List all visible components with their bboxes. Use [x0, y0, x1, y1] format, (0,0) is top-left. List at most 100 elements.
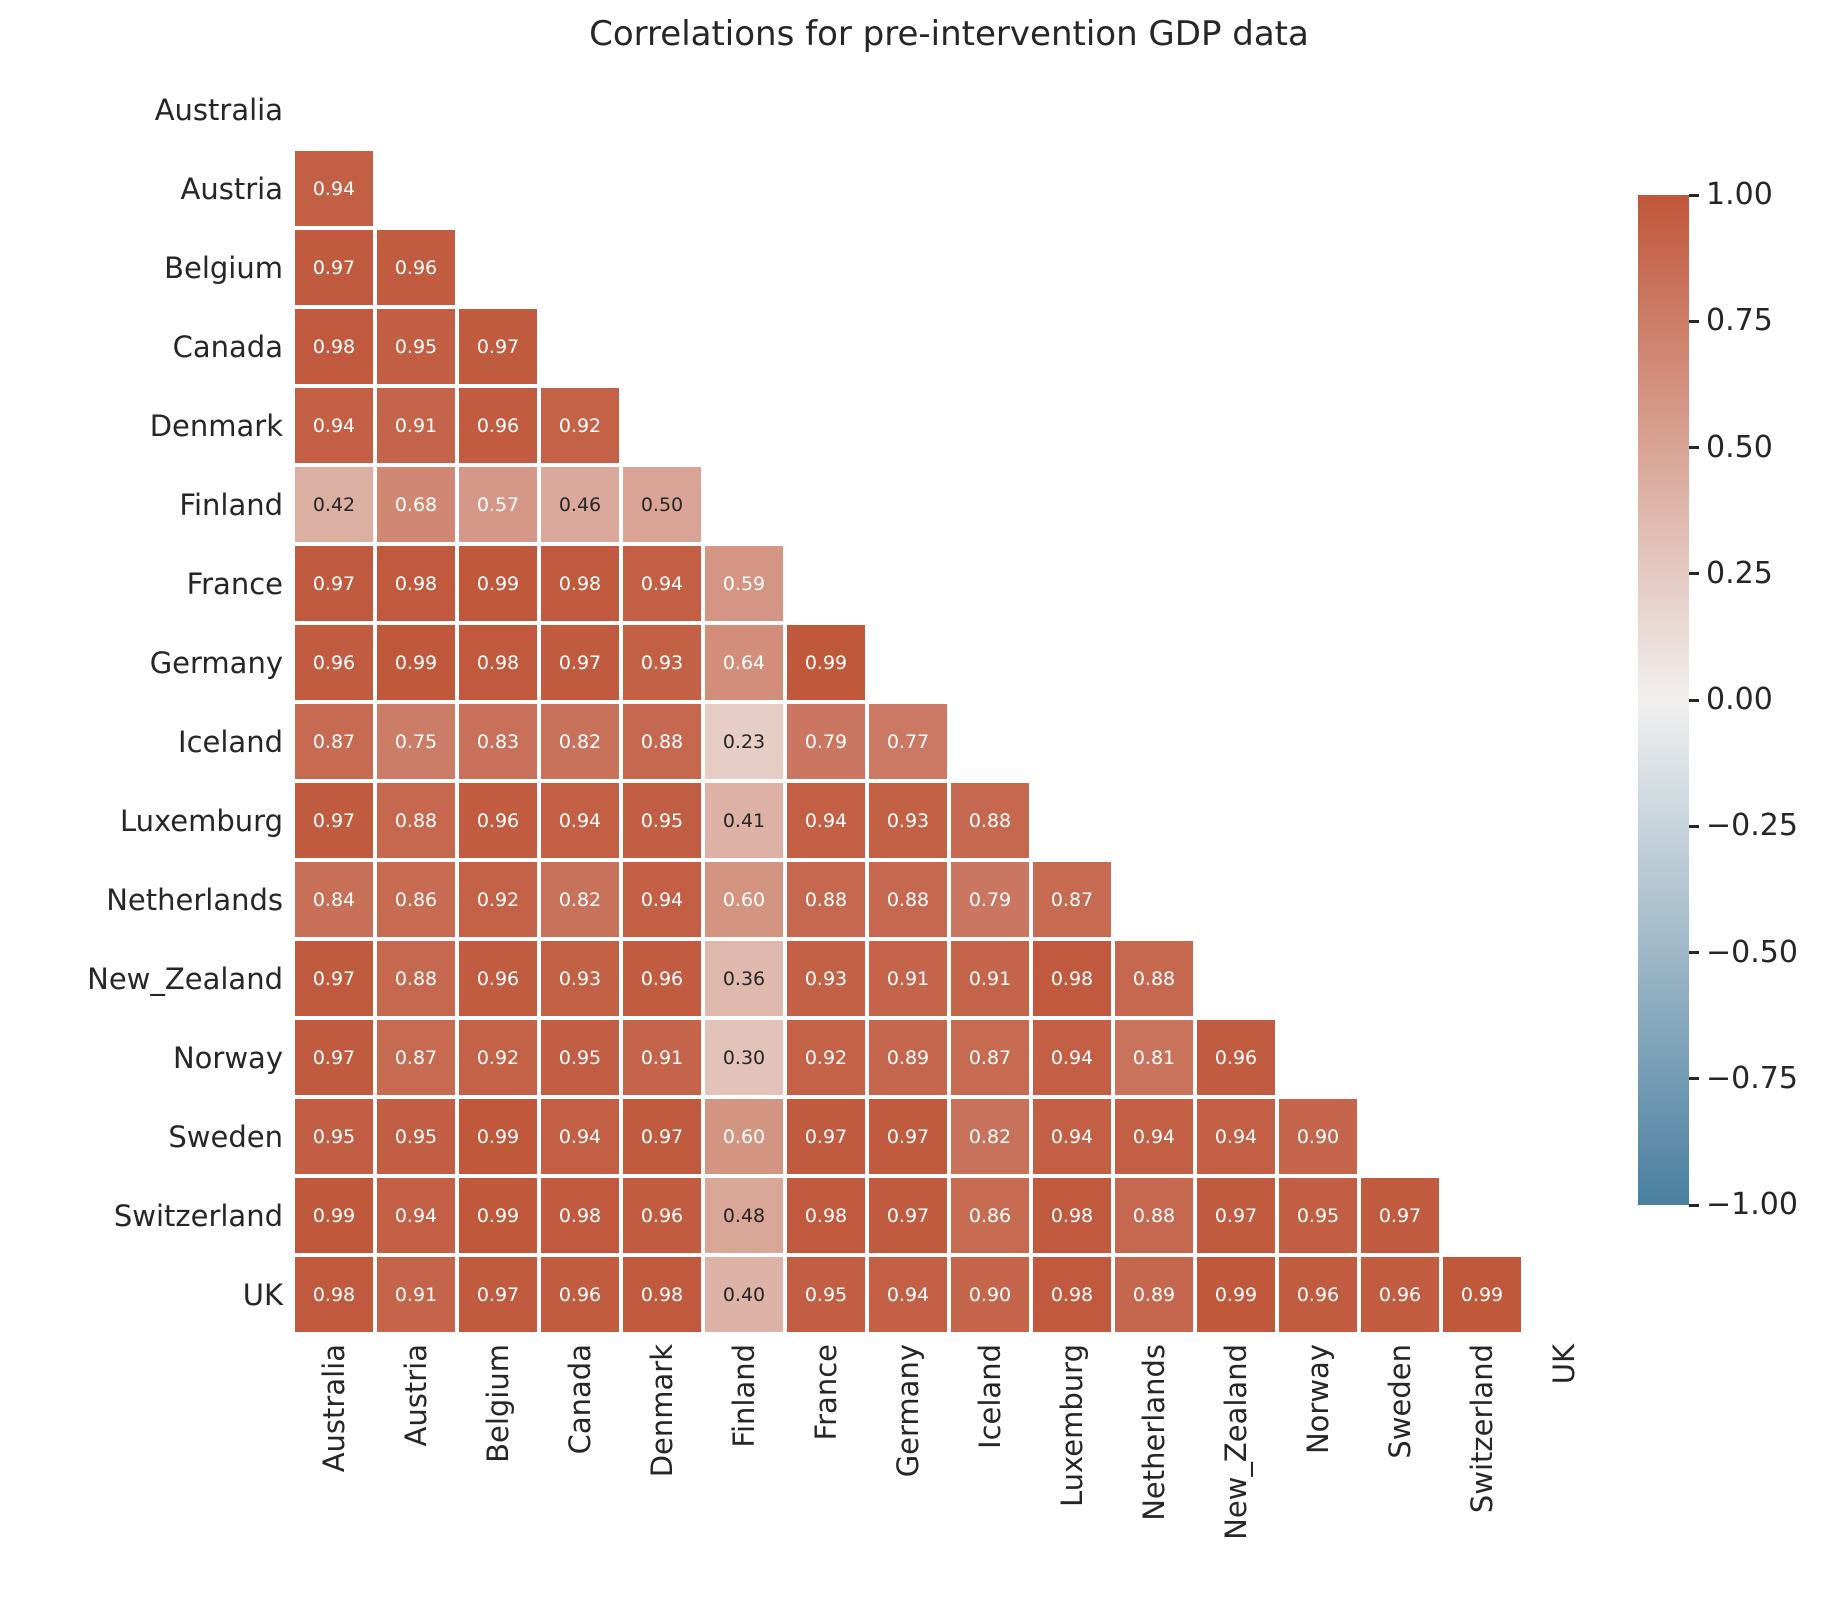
heatmap-cell-France-Belgium: 0.99 [457, 544, 539, 623]
x-tick-label-France: France [809, 1344, 843, 1441]
colorbar-gradient [1638, 195, 1689, 1205]
heatmap-cell-Sweden-Denmark: 0.97 [621, 1097, 703, 1176]
x-tick-label-Belgium: Belgium [481, 1344, 515, 1463]
heatmap-cell-Netherlands-Denmark: 0.94 [621, 860, 703, 939]
heatmap-cell-Netherlands-Iceland: 0.79 [949, 860, 1031, 939]
colorbar-tick-mark [1689, 446, 1699, 449]
heatmap-cell-Netherlands-Luxemburg: 0.87 [1031, 860, 1113, 939]
heatmap-cell-UK-Luxemburg: 0.98 [1031, 1255, 1113, 1334]
heatmap-cell-Sweden-Norway: 0.90 [1277, 1097, 1359, 1176]
heatmap-cell-Switzerland-Denmark: 0.96 [621, 1176, 703, 1255]
heatmap-cell-Sweden-Australia: 0.95 [293, 1097, 375, 1176]
heatmap-cell-Sweden-Austria: 0.95 [375, 1097, 457, 1176]
heatmap-cell-Switzerland-Canada: 0.98 [539, 1176, 621, 1255]
heatmap-cell-UK-Australia: 0.98 [293, 1255, 375, 1334]
heatmap-cell-UK-Sweden: 0.96 [1359, 1255, 1441, 1334]
heatmap-cell-Germany-Finland: 0.64 [703, 623, 785, 702]
heatmap-cell-New_Zealand-Iceland: 0.91 [949, 939, 1031, 1018]
colorbar-tick-label: 0.25 [1706, 555, 1773, 591]
y-tick-label-Iceland: Iceland [178, 724, 283, 759]
heatmap-cell-UK-Austria: 0.91 [375, 1255, 457, 1334]
heatmap-cell-Sweden-Luxemburg: 0.94 [1031, 1097, 1113, 1176]
heatmap-cell-New_Zealand-Netherlands: 0.88 [1113, 939, 1195, 1018]
x-tick-label-Iceland: Iceland [973, 1344, 1007, 1449]
heatmap-cell-Germany-Canada: 0.97 [539, 623, 621, 702]
heatmap-cell-France-Australia: 0.97 [293, 544, 375, 623]
heatmap-cell-Luxemburg-Belgium: 0.96 [457, 781, 539, 860]
y-tick-label-Switzerland: Switzerland [113, 1198, 283, 1233]
heatmap-cell-Norway-Canada: 0.95 [539, 1018, 621, 1097]
colorbar-tick-mark [1689, 319, 1699, 323]
heatmap-cell-Sweden-New_Zealand: 0.94 [1195, 1097, 1277, 1176]
heatmap-cell-Norway-Finland: 0.30 [703, 1018, 785, 1097]
heatmap-cell-Germany-Austria: 0.99 [375, 623, 457, 702]
heatmap-cell-Germany-Belgium: 0.98 [457, 623, 539, 702]
y-tick-label-Austria: Austria [180, 171, 283, 206]
heatmap-cell-UK-Norway: 0.96 [1277, 1255, 1359, 1334]
heatmap-cell-Switzerland-Sweden: 0.97 [1359, 1176, 1441, 1255]
y-tick-label-Canada: Canada [172, 329, 283, 364]
x-tick-label-UK: UK [1547, 1344, 1581, 1385]
heatmap-cell-UK-Canada: 0.96 [539, 1255, 621, 1334]
heatmap-cell-Belgium-Austria: 0.96 [375, 228, 457, 307]
x-tick-label-Austria: Austria [399, 1344, 433, 1447]
heatmap-cell-Norway-Luxemburg: 0.94 [1031, 1018, 1113, 1097]
heatmap-cell-Finland-Canada: 0.46 [539, 465, 621, 544]
heatmap-cell-Sweden-Germany: 0.97 [867, 1097, 949, 1176]
y-tick-label-Belgium: Belgium [164, 250, 283, 285]
heatmap-cell-Switzerland-New_Zealand: 0.97 [1195, 1176, 1277, 1255]
colorbar-tick-label: −0.75 [1706, 1060, 1798, 1096]
heatmap-cell-Luxemburg-Australia: 0.97 [293, 781, 375, 860]
heatmap-cell-Sweden-France: 0.97 [785, 1097, 867, 1176]
heatmap-cell-Finland-Belgium: 0.57 [457, 465, 539, 544]
heatmap-cell-Iceland-Canada: 0.82 [539, 702, 621, 781]
y-tick-label-Denmark: Denmark [149, 408, 283, 443]
y-tick-label-Luxemburg: Luxemburg [120, 803, 283, 838]
heatmap-cell-Luxemburg-Germany: 0.93 [867, 781, 949, 860]
heatmap-cell-Netherlands-Belgium: 0.92 [457, 860, 539, 939]
heatmap-cell-Iceland-Belgium: 0.83 [457, 702, 539, 781]
heatmap-cell-Netherlands-Finland: 0.60 [703, 860, 785, 939]
x-tick-label-New_Zealand: New_Zealand [1219, 1344, 1253, 1540]
heatmap-cell-Switzerland-Norway: 0.95 [1277, 1176, 1359, 1255]
x-tick-label-Switzerland: Switzerland [1465, 1344, 1499, 1514]
heatmap-cell-Germany-Australia: 0.96 [293, 623, 375, 702]
heatmap-cell-Luxemburg-Finland: 0.41 [703, 781, 785, 860]
heatmap-cell-Sweden-Belgium: 0.99 [457, 1097, 539, 1176]
heatmap-cell-Norway-France: 0.92 [785, 1018, 867, 1097]
heatmap-cell-Switzerland-Belgium: 0.99 [457, 1176, 539, 1255]
heatmap-cell-UK-Finland: 0.40 [703, 1255, 785, 1334]
heatmap-cell-Finland-Denmark: 0.50 [621, 465, 703, 544]
colorbar-tick-mark [1689, 1077, 1699, 1081]
heatmap-cell-Switzerland-Australia: 0.99 [293, 1176, 375, 1255]
heatmap-cell-Finland-Austria: 0.68 [375, 465, 457, 544]
heatmap-cell-Iceland-Finland: 0.23 [703, 702, 785, 781]
heatmap-cell-Canada-Belgium: 0.97 [457, 307, 539, 386]
x-tick-label-Luxemburg: Luxemburg [1055, 1344, 1089, 1507]
colorbar-tick-mark [1689, 1203, 1699, 1207]
heatmap-cell-Norway-Germany: 0.89 [867, 1018, 949, 1097]
y-tick-label-Netherlands: Netherlands [106, 882, 283, 917]
heatmap-cell-Germany-Denmark: 0.93 [621, 623, 703, 702]
heatmap-cell-Switzerland-Finland: 0.48 [703, 1176, 785, 1255]
heatmap-cell-France-Denmark: 0.94 [621, 544, 703, 623]
chart-title: Correlations for pre-intervention GDP da… [589, 14, 1309, 54]
colorbar-tick-mark [1689, 824, 1699, 828]
colorbar-tick-label: −1.00 [1706, 1187, 1798, 1222]
colorbar-tick-mark [1689, 951, 1699, 954]
heatmap-cell-New_Zealand-Germany: 0.91 [867, 939, 949, 1018]
heatmap-cell-Canada-Austria: 0.95 [375, 307, 457, 386]
heatmap-cell-Luxemburg-Iceland: 0.88 [949, 781, 1031, 860]
heatmap-cell-Norway-Australia: 0.97 [293, 1018, 375, 1097]
heatmap-cell-UK-Netherlands: 0.89 [1113, 1255, 1195, 1334]
heatmap-cell-Netherlands-Australia: 0.84 [293, 860, 375, 939]
heatmap-cell-Norway-New_Zealand: 0.96 [1195, 1018, 1277, 1097]
heatmap-cell-Iceland-Germany: 0.77 [867, 702, 949, 781]
heatmap-cell-Norway-Belgium: 0.92 [457, 1018, 539, 1097]
heatmap-cell-UK-New_Zealand: 0.99 [1195, 1255, 1277, 1334]
x-tick-label-Sweden: Sweden [1383, 1344, 1417, 1459]
heatmap-cell-New_Zealand-Austria: 0.88 [375, 939, 457, 1018]
x-tick-label-Denmark: Denmark [645, 1344, 679, 1478]
heatmap-cell-Netherlands-Canada: 0.82 [539, 860, 621, 939]
